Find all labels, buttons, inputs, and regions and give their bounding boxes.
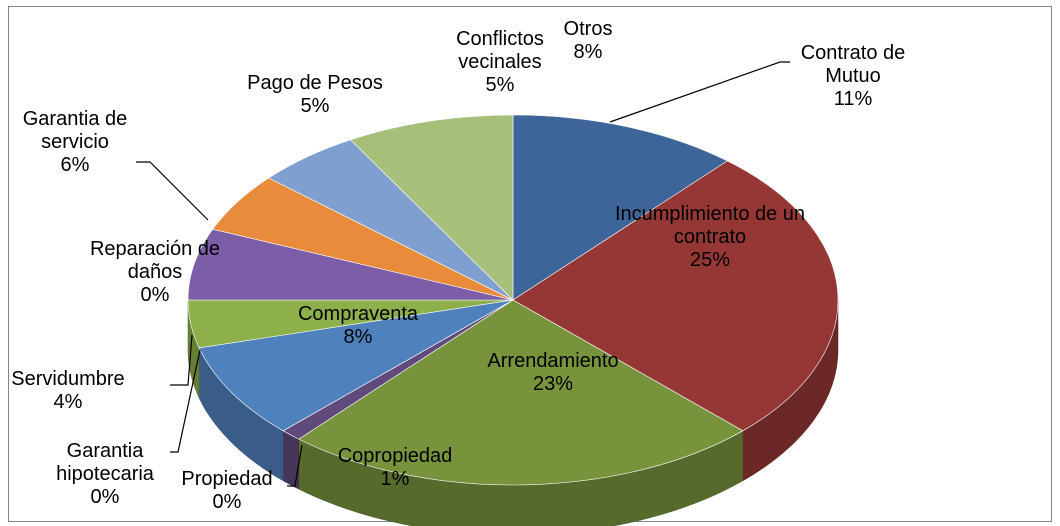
data-label: Reparación de daños 0% — [60, 238, 250, 307]
leader-line — [609, 61, 790, 123]
leader-lines — [136, 61, 790, 487]
data-label: Pago de Pesos 5% — [215, 72, 415, 118]
data-label: Contrato de Mutuo 11% — [773, 42, 933, 111]
slice-percent: 23% — [532, 373, 574, 395]
slice-percent: 0% — [212, 491, 242, 513]
slice-name: Compraventa — [297, 303, 419, 325]
data-label: Conflictos vecinales 5% — [440, 28, 560, 97]
slice-percent: 5% — [300, 95, 330, 117]
slice — [349, 114, 514, 301]
slice-percent: 1% — [380, 468, 410, 490]
slice-name: Incumplimiento de un contrato — [614, 203, 806, 248]
slice-name: Garantia de servicio — [22, 108, 128, 153]
slice-percent: 8% — [573, 41, 603, 63]
data-label: Garantia hipotecaria 0% — [40, 440, 170, 509]
slice-name: Copropiedad — [337, 445, 453, 467]
slice-percent: 11% — [833, 88, 873, 110]
data-label: Incumplimiento de un contrato 25% — [605, 203, 815, 272]
slice — [512, 114, 728, 301]
slice-percent: 0% — [90, 486, 120, 508]
slice-name: Conflictos vecinales — [456, 28, 544, 73]
data-label: Copropiedad 1% — [310, 445, 480, 491]
slice-name: Contrato de Mutuo — [800, 42, 906, 87]
leader-line — [170, 349, 201, 453]
slice-percent: 0% — [140, 284, 170, 306]
slice-name: Pago de Pesos — [247, 72, 383, 94]
slice-name: Servidumbre — [11, 368, 125, 390]
slice-percent: 8% — [343, 326, 373, 348]
leader-line — [170, 334, 193, 386]
slice-name: Propiedad — [181, 468, 273, 490]
data-label: Compraventa 8% — [278, 303, 438, 349]
slice — [298, 299, 744, 486]
slice-percent: 4% — [53, 391, 83, 413]
slice-percent: 25% — [689, 249, 731, 271]
slice-name: Reparación de daños — [89, 238, 221, 283]
slice — [512, 160, 839, 432]
data-label: Arrendamiento 23% — [453, 350, 653, 396]
leader-line — [287, 444, 303, 487]
data-label: Servidumbre 4% — [0, 368, 138, 414]
slice — [187, 228, 514, 301]
slice-name: Garantia hipotecaria — [56, 440, 154, 485]
slice-percent: 5% — [485, 74, 515, 96]
data-label: Propiedad 0% — [167, 468, 287, 514]
data-label: Otros 8% — [548, 18, 628, 64]
slice-sides — [187, 299, 839, 526]
data-label: Garantia de servicio 6% — [5, 108, 145, 177]
slice — [198, 299, 514, 432]
slice-name: Otros — [563, 18, 613, 40]
leader-line — [136, 161, 209, 221]
slice-tops — [187, 114, 839, 486]
slice-name: Arrendamiento — [487, 350, 619, 372]
slice-percent: 6% — [60, 154, 90, 176]
